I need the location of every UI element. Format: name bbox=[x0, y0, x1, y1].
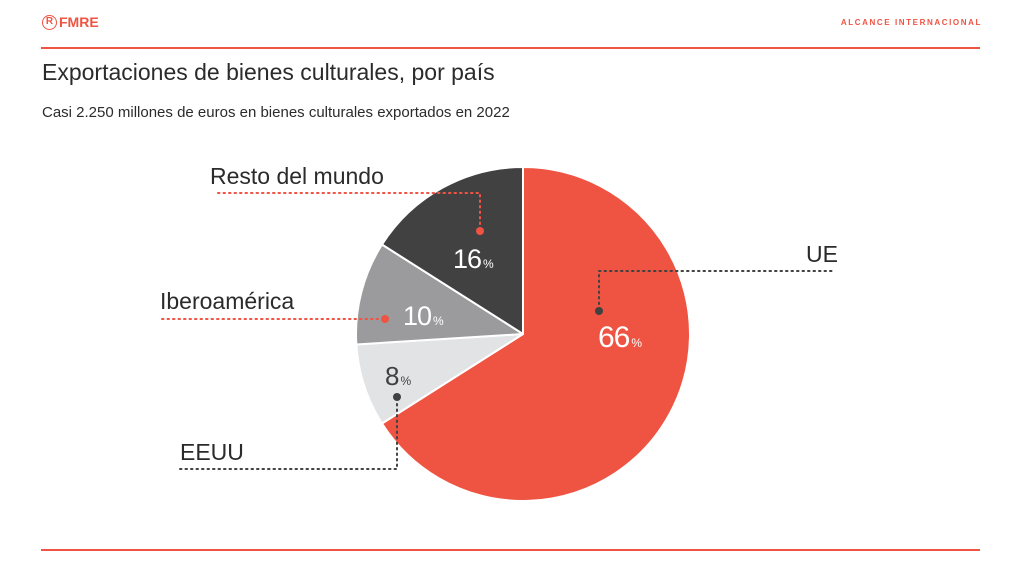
chart-subtitle: Casi 2.250 millones de euros en bienes c… bbox=[42, 104, 510, 121]
value-label-resto-del-mundo: 16% bbox=[453, 244, 494, 274]
category-label-ue: UE bbox=[806, 241, 838, 267]
leader-line-eeuu bbox=[179, 403, 398, 470]
category-label-resto-del-mundo: Resto del mundo bbox=[210, 163, 384, 189]
leader-dot-resto-del-mundo bbox=[476, 227, 484, 235]
leader-dot-ue bbox=[595, 307, 603, 315]
pie-slice-ue bbox=[380, 166, 691, 502]
top-divider bbox=[41, 47, 980, 49]
leader-line-ue bbox=[598, 270, 833, 305]
category-label-iberoamerica: Iberoamérica bbox=[160, 288, 294, 314]
chart-title: Exportaciones de bienes culturales, por … bbox=[42, 59, 495, 85]
section-label: ALCANCE INTERNACIONAL bbox=[840, 18, 982, 27]
bottom-divider bbox=[41, 549, 980, 551]
leader-dot-iberoamerica bbox=[381, 315, 389, 323]
pie-slice-iberoamerica bbox=[355, 243, 524, 346]
value-label-eeuu: 8% bbox=[385, 361, 411, 391]
leader-line-resto-del-mundo bbox=[213, 192, 481, 225]
leader-dot-eeuu bbox=[393, 393, 401, 401]
logo-mark-icon: R bbox=[42, 14, 57, 30]
logo: R FMRE bbox=[42, 14, 99, 30]
pie-slice-resto-del-mundo bbox=[380, 166, 524, 335]
logo-text: FMRE bbox=[59, 14, 99, 30]
category-label-eeuu: EEUU bbox=[180, 439, 244, 465]
value-label-iberoamerica: 10% bbox=[403, 301, 444, 331]
value-label-ue: 66% bbox=[598, 321, 642, 354]
